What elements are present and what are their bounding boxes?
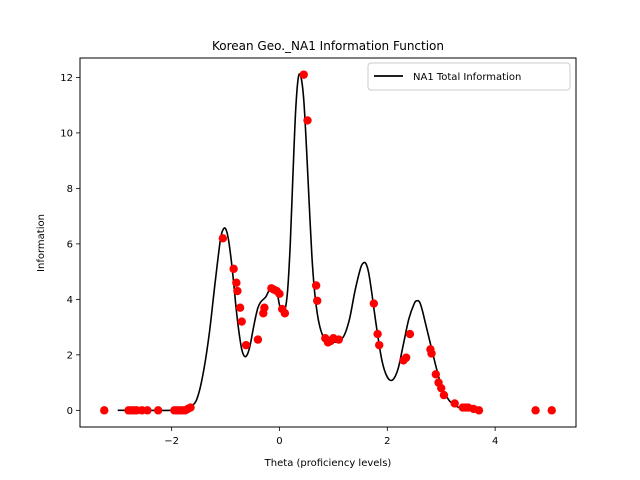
data-point [439,390,449,400]
data-point [450,399,459,408]
data-point [437,383,446,393]
data-point [280,309,290,318]
legend-box [367,62,571,91]
data-point [431,370,441,379]
data-point [275,289,284,299]
x-tick-label: 2 [384,436,390,447]
y-tick-label: 8 [67,184,73,195]
y-tick-label: 10 [60,128,73,139]
data-point [143,406,152,415]
data-point [232,278,241,287]
x-tick-label: 4 [492,436,498,447]
y-axis-label: Information [36,214,47,272]
legend: NA1 Total Information [367,62,571,91]
data-point [405,329,415,339]
data-point [401,353,411,362]
y-tick-label: 0 [67,406,73,417]
data-point [474,406,484,415]
data-point [375,340,384,350]
chart-title: Korean Geo._NA1 Information Function [212,39,444,53]
data-point [100,406,109,415]
data-point [253,335,263,344]
x-axis-ticks: −2 0 2 4 [164,427,498,447]
data-point [237,317,246,326]
x-axis-label: Theta (proficiency levels) [264,458,392,469]
data-point [369,299,379,308]
data-point [229,264,238,274]
plot-frame [79,57,577,428]
plot-area [80,58,576,427]
data-point [313,296,322,305]
data-point [186,403,195,412]
data-point [218,234,228,243]
x-tick-label: −2 [164,436,179,447]
data-point [235,303,245,312]
data-point [373,329,382,339]
data-point [303,116,312,125]
data-point [427,349,436,358]
data-point [311,281,321,290]
data-point [334,335,343,344]
data-point [241,340,251,350]
data-point [531,406,540,415]
y-tick-label: 4 [67,295,73,306]
y-axis-ticks: 0 2 4 6 8 10 12 [60,73,80,417]
y-tick-label: 6 [67,239,73,250]
legend-label: NA1 Total Information [413,72,521,83]
data-point [233,286,242,296]
data-point [547,406,556,415]
data-point [260,303,269,312]
y-tick-label: 12 [60,73,73,84]
information-curve [117,73,479,412]
data-point [299,70,308,79]
y-tick-label: 2 [67,350,73,361]
x-tick-label: 0 [276,436,282,447]
points-layer [100,70,556,415]
data-point [153,406,163,415]
curve-layer [117,73,479,412]
